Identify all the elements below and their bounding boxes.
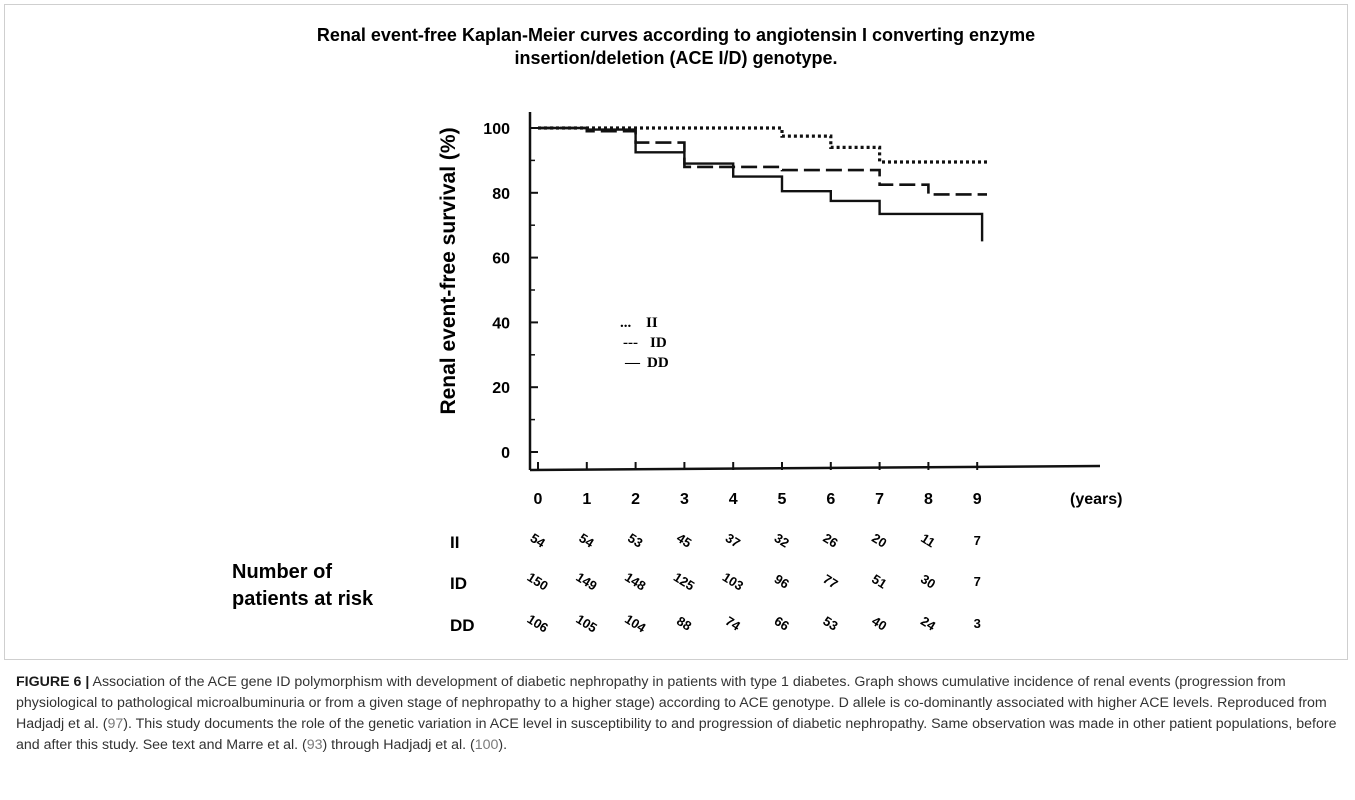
y-tick-label: 100 [483,121,510,138]
legend-label-dd: DD [647,355,669,371]
risk-value-ii: 26 [820,530,840,550]
risk-value-ii: 45 [674,530,694,550]
caption-ref-3[interactable]: 100 [474,737,499,753]
risk-table: Number of patients at risk II ID DD 54 54… [232,530,981,636]
chart-title-line-2: insertion/deletion (ACE I/D) genotype. [514,48,837,68]
risk-value-dd: 104 [622,611,649,636]
risk-table-title-line-2: patients at risk [232,588,374,610]
risk-value-dd: 24 [918,613,939,634]
risk-value-ii: 53 [625,530,645,550]
risk-value-id: 30 [918,571,938,591]
risk-group-label-ii: II [450,533,459,552]
risk-group-label-id: ID [450,574,467,593]
x-tick-label: 1 [582,491,591,508]
risk-value-id: 103 [720,569,746,593]
x-tick-label: 3 [680,491,689,508]
y-ticks: 0 20 40 60 80 100 [483,121,538,462]
x-tick-label: 8 [924,491,933,508]
risk-value-ii: 20 [869,530,889,550]
caption-ref-1[interactable]: 97 [107,716,124,732]
risk-value-id: 150 [525,569,551,593]
caption-ref-2[interactable]: 93 [306,737,323,753]
axes [528,112,1101,472]
x-tick-label: 5 [778,491,787,508]
risk-value-id: 96 [772,571,792,591]
legend-label-ii: II [646,315,658,331]
caption-text-3: ) through Hadjadj et al. ( [322,737,475,753]
chart-title-line-1: Renal event-free Kaplan-Meier curves acc… [317,25,1035,45]
x-tick-label: 4 [729,491,738,508]
x-tick-label: 6 [826,491,835,508]
caption-text-4: ). [498,737,508,753]
figure-frame [4,4,1348,660]
risk-value-id: 77 [820,571,840,591]
legend-marker-id: --- [623,335,638,351]
risk-value-ii: 37 [723,530,743,550]
risk-value-dd: 53 [820,613,840,633]
risk-value-dd: 88 [674,613,694,633]
x-axis-unit-label: (years) [1070,491,1122,508]
chart-title: Renal event-free Kaplan-Meier curves acc… [317,25,1035,68]
legend: ... II --- ID — DD [620,315,669,371]
risk-group-label-dd: DD [450,616,475,635]
legend-marker-dd: — [624,355,641,371]
caption-label: FIGURE 6 | [16,674,90,690]
figure-caption: FIGURE 6 | Association of the ACE gene I… [16,672,1341,756]
y-axis-label: Renal event-free survival (%) [437,127,460,414]
legend-marker-ii: ... [620,315,632,331]
x-ticks: 0 1 2 3 4 5 6 7 8 9 [534,462,982,508]
risk-value-ii: 54 [528,530,549,551]
x-axis-line [529,464,1101,472]
y-tick-label: 0 [501,445,510,462]
x-tick-label: 9 [973,491,982,508]
risk-value-ii: 54 [576,530,597,551]
risk-value-id: 51 [869,571,889,591]
y-tick-label: 80 [492,186,510,203]
km-curve-ii [538,126,987,164]
km-curve-dd [538,126,984,242]
risk-value-ii: 7 [974,533,981,548]
risk-value-dd: 3 [974,616,981,631]
risk-value-id: 148 [622,569,648,593]
risk-value-dd: 66 [772,613,792,633]
caption-text-1: Association of the ACE gene ID polymorph… [16,674,1327,732]
y-tick-label: 20 [492,380,510,397]
y-tick-label: 60 [492,251,510,268]
x-tick-label: 0 [534,491,543,508]
risk-value-id: 125 [671,569,697,593]
risk-table-title-line-1: Number of [232,561,332,583]
caption-text-2: ). This study documents the role of the … [16,716,1337,753]
x-tick-label: 7 [875,491,884,508]
risk-value-ii: 32 [772,530,792,550]
risk-value-ii: 11 [918,530,938,550]
km-chart: Renal event-free Kaplan-Meier curves acc… [232,25,1122,636]
risk-value-id: 149 [573,569,599,593]
risk-value-dd: 105 [573,611,599,635]
risk-value-dd: 74 [723,613,744,634]
risk-value-dd: 106 [525,611,551,635]
km-curves [538,126,987,242]
x-tick-label: 2 [631,491,640,508]
y-tick-label: 40 [492,315,510,332]
risk-value-dd: 40 [869,613,889,633]
legend-label-id: ID [650,335,667,351]
risk-value-id: 7 [974,574,981,589]
